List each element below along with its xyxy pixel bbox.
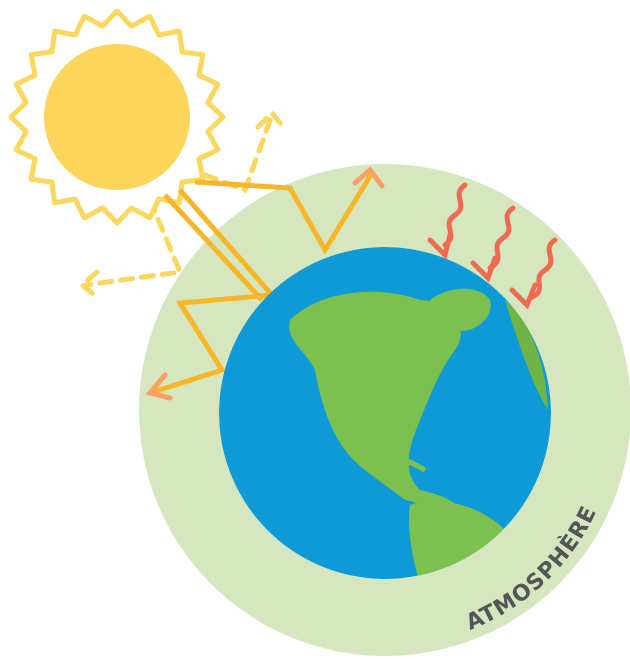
earth [219, 247, 551, 579]
arrow-heads [145, 166, 385, 401]
sun [44, 44, 190, 190]
heat-rays [427, 182, 558, 310]
scattered-rays [78, 109, 287, 300]
sun-rays [149, 171, 375, 396]
